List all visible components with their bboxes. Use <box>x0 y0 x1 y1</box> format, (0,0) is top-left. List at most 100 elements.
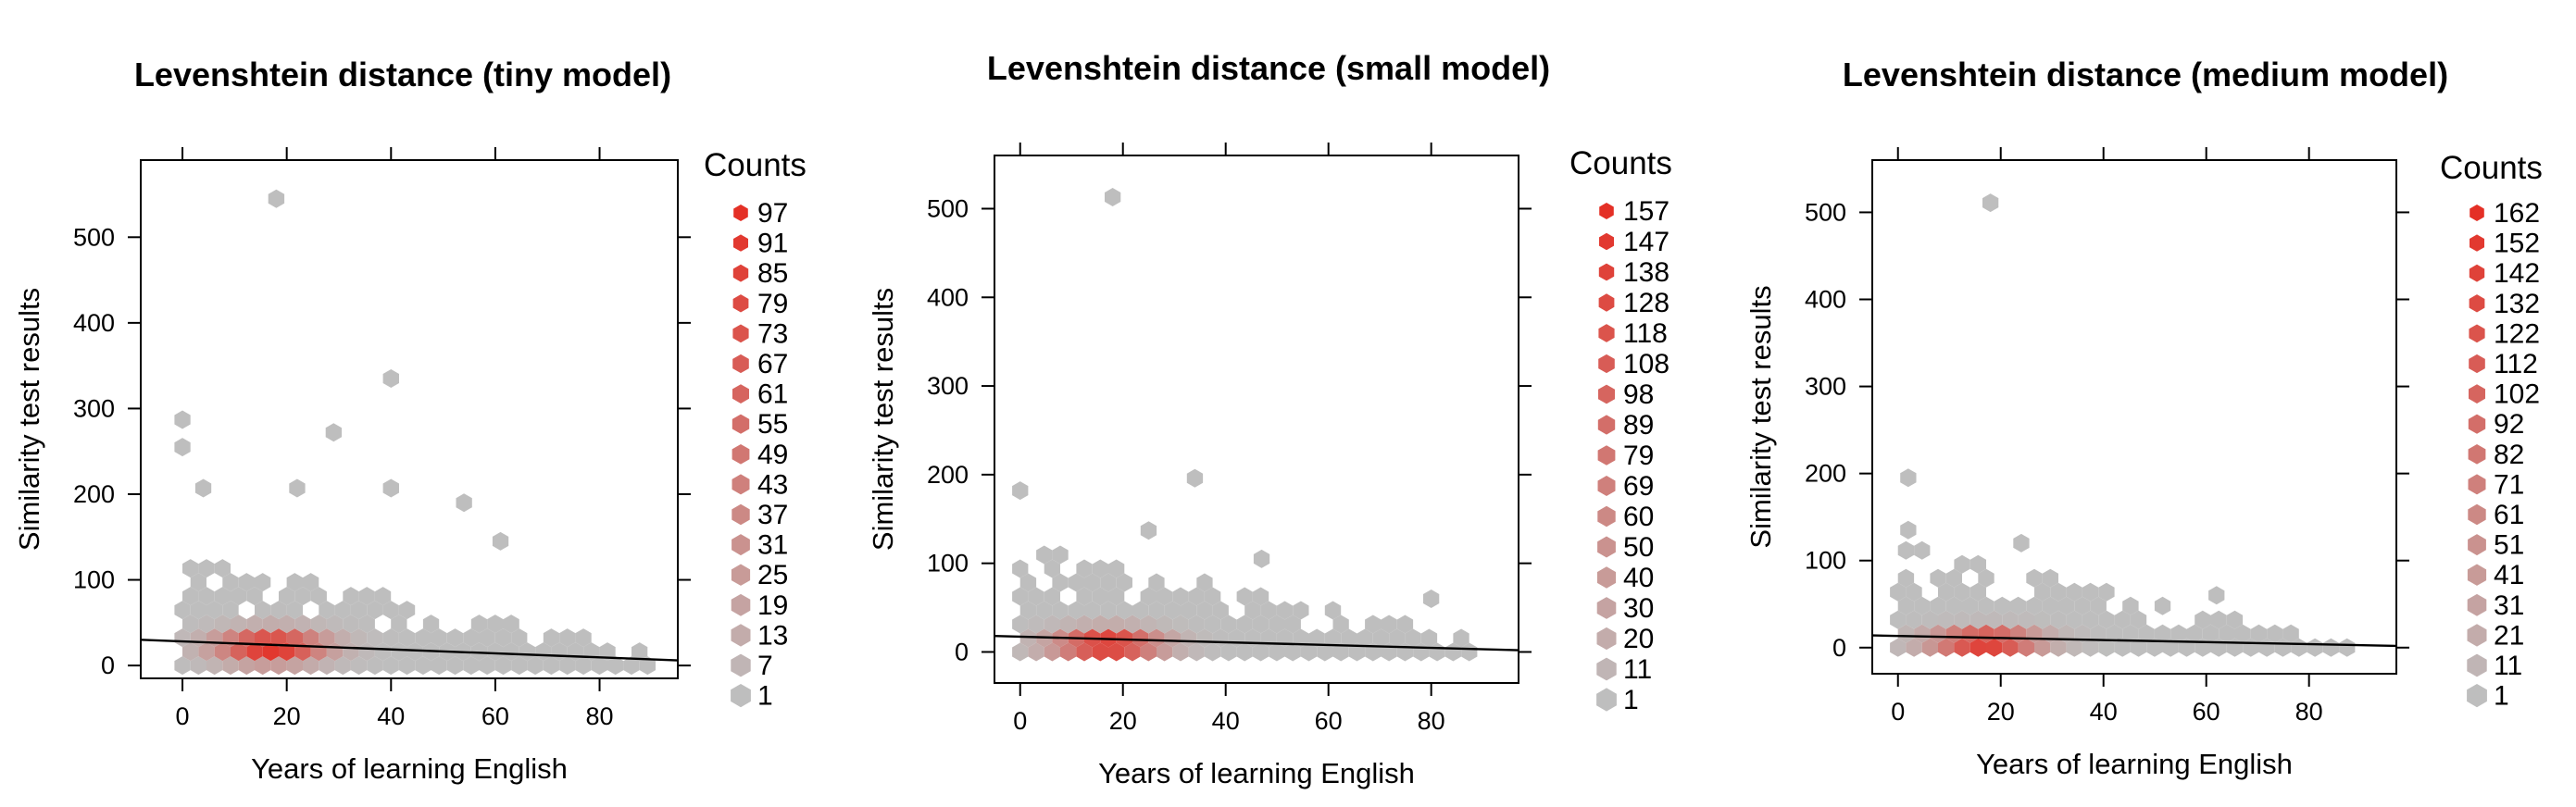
hexbin-cell <box>1148 601 1165 620</box>
hexbin-cell <box>270 656 287 676</box>
hexbin-cell <box>503 615 519 634</box>
hexbin-cell <box>1396 615 1414 634</box>
hexbin-cell <box>1186 468 1204 488</box>
legend-swatch <box>1597 536 1616 558</box>
hexbin-cell <box>2050 582 2067 602</box>
legend-label: 71 <box>2494 469 2524 500</box>
y-axis-label: Similarity test results <box>867 288 899 551</box>
hexbin-cell <box>2322 638 2340 657</box>
legend-swatch <box>2467 564 2487 586</box>
hexbin-cell <box>1105 188 1121 206</box>
hexbin-cell <box>1108 587 1125 606</box>
hexbin-cell <box>1132 628 1149 648</box>
legend-title: Counts <box>2440 150 2543 186</box>
legend-swatch <box>2469 294 2485 313</box>
hexbin-cell <box>1317 642 1333 662</box>
hexbin-cell <box>1181 628 1197 648</box>
hexbin-cell <box>238 628 255 648</box>
hexbin-cell <box>1276 601 1294 620</box>
hexbin-cell <box>222 601 239 620</box>
hexbin-cell <box>286 573 303 592</box>
x-tick-label: 0 <box>176 702 190 730</box>
hexbin-cell <box>1293 628 1309 648</box>
legend-label: 98 <box>1623 379 1654 410</box>
hexbin-cell <box>1204 642 1221 662</box>
legend-label: 7 <box>757 651 773 681</box>
hexbin-cell <box>1890 610 1907 629</box>
hexbin-cell <box>2178 638 2195 657</box>
hexbin-cell <box>479 628 495 648</box>
hexbin-cell <box>1212 601 1229 620</box>
hexbin-cell <box>463 628 480 648</box>
hexbin-cell <box>2250 624 2268 643</box>
legend-label: 13 <box>757 620 788 651</box>
hexbin-cell <box>214 559 231 578</box>
hexbin-cell <box>174 601 191 620</box>
hexbin-cell <box>1084 573 1101 592</box>
legend-swatch <box>731 653 751 677</box>
legend-label: 30 <box>1623 593 1654 624</box>
hexbin-cell <box>1044 615 1060 634</box>
hexbin-cell <box>198 615 215 634</box>
hexbin-cell <box>1164 601 1181 620</box>
legend-swatch <box>1596 688 1617 712</box>
hexbin-cell <box>303 656 319 676</box>
legend-label: 128 <box>1623 288 1669 318</box>
hexbin-cell <box>286 656 303 676</box>
legend-swatch <box>2469 324 2485 343</box>
legend-swatch <box>2470 205 2484 221</box>
hexbin-cell <box>1986 610 2003 629</box>
legend-swatch <box>2468 503 2486 526</box>
hexbin-cell <box>319 628 335 648</box>
hexbin-cell <box>1068 601 1084 620</box>
legend-label: 25 <box>757 560 788 590</box>
hexbin-cell <box>174 438 191 457</box>
hexbin-cell <box>1954 554 1970 574</box>
hexbin-cell <box>255 628 271 648</box>
hexbin-cell <box>1954 638 1970 657</box>
hexbin-cell <box>382 478 399 498</box>
legend-label: 31 <box>757 530 788 561</box>
hexbin-cell <box>2074 596 2091 615</box>
hexbin-cell <box>1044 642 1060 662</box>
hexbin-cell <box>431 628 447 648</box>
hexbin-cell <box>1052 573 1069 592</box>
hexbin-cell <box>262 642 279 662</box>
hexbin-cell <box>2106 624 2123 643</box>
hexbin-cell <box>559 656 576 676</box>
hexbin-cell <box>367 601 383 620</box>
hexbin-cell <box>1970 610 1986 629</box>
hexbin-cell <box>255 601 271 620</box>
legend-label: 138 <box>1623 257 1669 288</box>
hexbin-cell <box>1962 596 1979 615</box>
legend-label: 60 <box>1623 502 1654 532</box>
hexbin-cell <box>1900 520 1917 540</box>
trend-line <box>140 639 679 662</box>
hexbin-cell <box>343 615 359 634</box>
hexbin-cell <box>2050 610 2067 629</box>
hexbin-cell <box>1897 540 1915 560</box>
hexbin-cell <box>1116 573 1132 592</box>
hexbin-cell <box>415 656 431 676</box>
hexbin-cell <box>182 559 199 578</box>
legend-label: 20 <box>1623 624 1654 654</box>
hexbin-cell <box>1044 559 1060 578</box>
hexbin-cell <box>246 615 263 634</box>
hexbin-cell <box>2098 638 2115 657</box>
hexbin-cell <box>1019 573 1037 592</box>
hexbin-cell <box>1423 590 1440 608</box>
legend: Counts 1621521421321221121029282716151413… <box>2440 150 2543 712</box>
legend-swatch <box>732 294 749 313</box>
hexbin-cell <box>1092 559 1108 578</box>
legend-label: 1 <box>1623 685 1639 715</box>
hexbin-cell <box>325 423 342 442</box>
legend-swatch <box>732 503 750 526</box>
legend-label: 61 <box>757 379 788 410</box>
hexbin-cell <box>262 615 279 634</box>
hexbin-cell <box>1060 615 1077 634</box>
hexbin-cell <box>382 628 399 648</box>
x-tick-label: 20 <box>1109 707 1137 735</box>
legend-label: 21 <box>2494 620 2524 651</box>
